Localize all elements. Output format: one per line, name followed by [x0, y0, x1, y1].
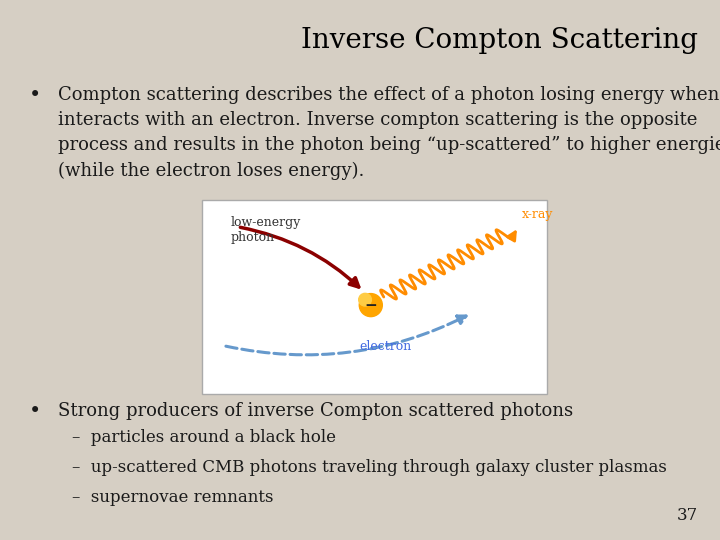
Ellipse shape: [359, 293, 372, 306]
Text: –  supernovae remnants: – supernovae remnants: [72, 489, 274, 505]
Text: −: −: [364, 298, 377, 313]
Text: •: •: [29, 86, 41, 105]
Text: –  up-scattered CMB photons traveling through galaxy cluster plasmas: – up-scattered CMB photons traveling thr…: [72, 459, 667, 476]
Text: Strong producers of inverse Compton scattered photons: Strong producers of inverse Compton scat…: [58, 402, 572, 420]
Text: low-energy
photon: low-energy photon: [230, 216, 301, 244]
Text: •: •: [29, 402, 41, 421]
Text: electron: electron: [359, 340, 411, 353]
Text: Compton scattering describes the effect of a photon losing energy when it
intera: Compton scattering describes the effect …: [58, 86, 720, 180]
Text: 37: 37: [677, 507, 698, 524]
Bar: [202, 200, 547, 394]
Ellipse shape: [359, 294, 382, 316]
Text: –  particles around a black hole: – particles around a black hole: [72, 429, 336, 446]
Text: x-ray: x-ray: [522, 208, 554, 221]
Text: Inverse Compton Scattering: Inverse Compton Scattering: [302, 27, 698, 54]
